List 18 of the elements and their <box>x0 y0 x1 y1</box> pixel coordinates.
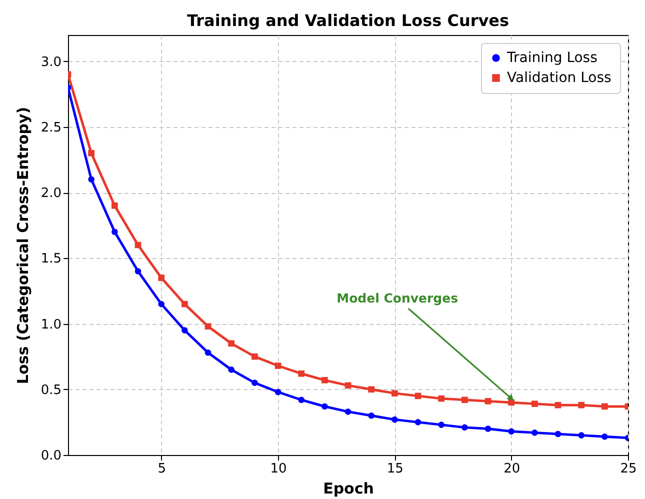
y-tick-label: 0.5 <box>40 382 62 398</box>
x-tick-label: 15 <box>386 462 404 476</box>
y-tick-label: 3.0 <box>40 54 62 70</box>
chart-title: Training and Validation Loss Curves <box>186 11 510 30</box>
y-tick-label: 0.0 <box>40 448 62 464</box>
x-tick-label: 10 <box>270 462 287 476</box>
legend-label: Validation Loss <box>507 70 612 86</box>
y-tick-label: 2.0 <box>40 186 62 201</box>
y-tick-label: 1.5 <box>40 252 62 267</box>
y-axis-title: Loss (Categorical Cross-Entropy) <box>14 106 32 384</box>
y-tick-label: 1.0 <box>40 317 62 332</box>
annotation: Model Converges <box>336 290 458 306</box>
y-tick-label: 2.5 <box>40 120 62 136</box>
x-tick-label: 5 <box>158 462 166 476</box>
x-tick-label: 25 <box>620 462 637 476</box>
x-axis-title: Epoch <box>323 480 374 498</box>
x-tick-label: 20 <box>504 462 520 476</box>
legend-label: Training Loss <box>506 50 598 66</box>
